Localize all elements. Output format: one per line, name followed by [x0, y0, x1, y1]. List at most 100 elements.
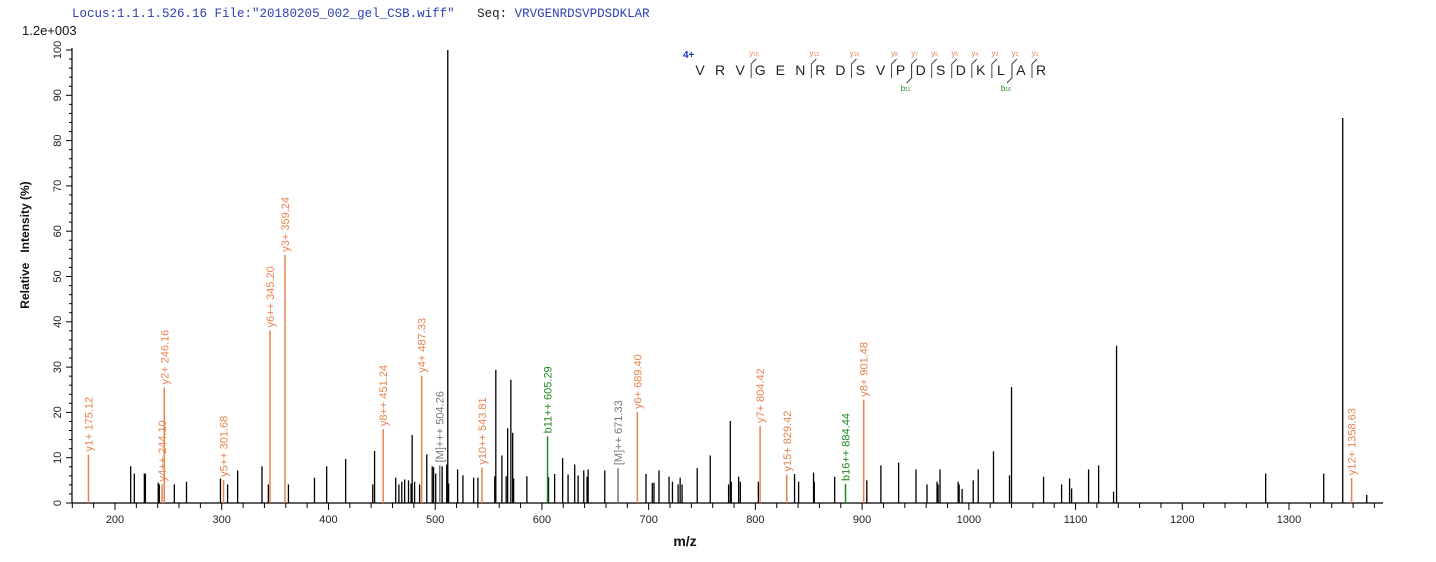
sequence-residue: D: [916, 62, 926, 78]
peak-label: y3+ 359.24: [280, 197, 292, 252]
y-ion-number: 4: [975, 52, 978, 58]
seq-label: Seq:: [477, 7, 508, 21]
y-ion-number: 2: [1016, 52, 1019, 58]
peak-label: y15+ 829.42: [782, 411, 794, 472]
x-tick-label: 1000: [957, 514, 981, 526]
y-ion-number: 8: [895, 52, 898, 58]
spectrum-header: Locus:1.1.1.526.16 File:"20180205_002_ge…: [72, 7, 650, 21]
b-ion-label: b11: [901, 84, 911, 93]
intensity-scale-label: 1.2e+003: [22, 23, 77, 38]
peak-label: y1+ 175.12: [83, 397, 95, 452]
x-tick-label: 900: [853, 514, 871, 526]
x-tick-label: 1100: [1064, 514, 1088, 526]
y-tick-label: 20: [52, 406, 64, 418]
peak-label: y7+ 804.42: [755, 368, 767, 423]
peak-label: y2+ 246.16: [159, 330, 171, 385]
y-ion-cleavage-mark: [851, 58, 857, 78]
peak-label: b11++ 605.29: [543, 366, 555, 433]
x-tick-label: 700: [639, 514, 657, 526]
sequence-residue: R: [815, 62, 825, 78]
locus-text: Locus:1.1.1.526.16: [72, 7, 208, 21]
peak-label: y12+ 1358.63: [1347, 408, 1359, 475]
peak-label: y4++ 244.10: [157, 420, 169, 481]
y-ion-number: 1: [1036, 52, 1039, 58]
sequence-residue: N: [795, 62, 805, 78]
x-tick-label: 800: [746, 514, 764, 526]
y-ion-number: 10: [854, 52, 860, 58]
x-tick-label: 500: [426, 514, 444, 526]
b-ion-number: 11: [905, 87, 910, 93]
y-ion-number: 15: [753, 52, 759, 58]
sequence-residue: D: [956, 62, 966, 78]
charge-state-label: 4+: [683, 50, 695, 61]
sequence-residue: K: [976, 62, 986, 78]
y-ion-cleavage-mark: [931, 58, 938, 78]
y-tick-label: 70: [52, 180, 64, 192]
x-tick-label: 200: [106, 514, 124, 526]
y-ion-label: y8: [891, 49, 898, 58]
y-ion-cleavage-mark: [951, 58, 958, 78]
peak-label: [M]++ 671.33: [613, 400, 625, 465]
b-ion-cleavage-mark: [906, 64, 913, 84]
b-ion-number: 16: [1005, 87, 1011, 93]
y-ion-label: y15: [749, 49, 759, 58]
x-tick-label: 300: [213, 514, 231, 526]
sequence-residue: V: [695, 62, 705, 78]
sequence-residue: A: [1016, 62, 1026, 78]
y-axis-label: Relative Intensity (%): [18, 181, 32, 308]
b-ion-cleavage-mark: [1006, 64, 1013, 84]
y-ion-number: 3: [995, 52, 998, 58]
y-ion-label: y6: [931, 49, 938, 58]
sequence-residue: V: [876, 62, 886, 78]
y-tick-label: 0: [52, 500, 64, 506]
y-ion-number: 12: [814, 52, 820, 58]
y-ion-label: y10: [850, 49, 860, 58]
x-tick-label: 1300: [1277, 514, 1301, 526]
sequence-residue: P: [896, 62, 905, 78]
y-ion-cleavage-mark: [1031, 58, 1038, 78]
x-tick-label: 600: [533, 514, 551, 526]
y-tick-label: 50: [52, 270, 64, 282]
y-ion-cleavage-mark: [971, 58, 978, 78]
peak-label: b16++ 884.44: [841, 413, 853, 481]
x-axis-label: m/z: [673, 533, 696, 549]
sequence-residue: S: [856, 62, 865, 78]
y-ion-number: 6: [935, 52, 938, 58]
sequence-text: VRVGENRDSVPDSDKLAR: [514, 7, 650, 21]
y-tick-label: 90: [52, 89, 64, 101]
y-tick-label: 40: [52, 316, 64, 328]
y-ion-cleavage-mark: [991, 58, 998, 78]
peak-label: y10++ 543.81: [477, 397, 489, 464]
y-tick-label: 100: [52, 41, 64, 59]
b-ion-label: b16: [1001, 84, 1011, 93]
y-ion-cleavage-mark: [750, 58, 757, 78]
y-ion-label: y3: [991, 49, 998, 58]
y-ion-number: 5: [955, 52, 958, 58]
y-ion-label: y4: [971, 49, 978, 58]
x-tick-label: 1200: [1170, 514, 1194, 526]
y-ion-label: y7: [911, 49, 918, 58]
y-ion-label: y2: [1012, 49, 1019, 58]
y-ion-cleavage-mark: [891, 58, 897, 78]
y-ion-label: y12: [810, 49, 820, 58]
y-tick-label: 60: [52, 225, 64, 237]
file-text: File:"20180205_002_gel_CSB.wiff": [214, 7, 455, 21]
sequence-residue: V: [735, 62, 745, 78]
y-tick-label: 80: [52, 134, 64, 146]
y-tick-label: 30: [52, 361, 64, 373]
peak-label: y8++ 451.24: [378, 365, 390, 426]
peak-label: y6++ 345.20: [265, 266, 277, 327]
x-tick-label: 400: [319, 514, 337, 526]
sequence-residue: E: [776, 62, 785, 78]
peak-label: y4+ 487.33: [417, 318, 429, 373]
y-ion-label: y1: [1032, 49, 1039, 58]
y-ion-label: y5: [951, 49, 958, 58]
sequence-residue: R: [1036, 62, 1046, 78]
peak-label: y6+ 689.40: [632, 354, 644, 409]
sequence-residue: R: [715, 62, 725, 78]
sequence-residue: D: [835, 62, 845, 78]
peak-label: y5++ 301.68: [219, 416, 231, 477]
sequence-residue: S: [936, 62, 945, 78]
y-ion-cleavage-mark: [810, 58, 817, 78]
